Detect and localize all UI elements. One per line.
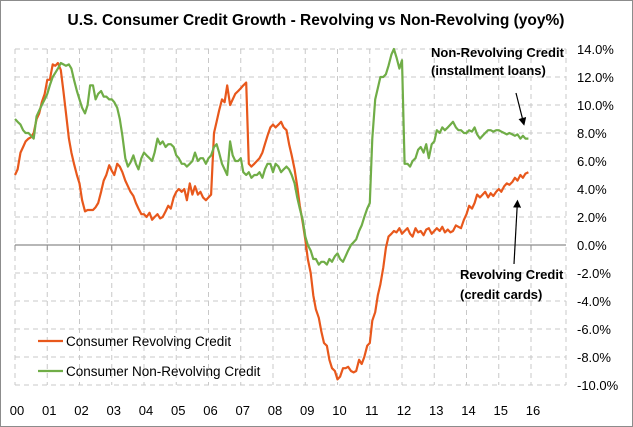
legend-label-non-revolving: Consumer Non-Revolving Credit [66,364,261,379]
x-tick-label: 13 [429,403,443,418]
x-tick-label: 11 [365,403,379,418]
y-tick-label: 2.0% [577,210,607,225]
annotation-non-revolving-line2: (installment loans) [431,63,546,78]
annotations: Non-Revolving Credit (installment loans)… [431,45,565,302]
x-tick-label: 07 [236,403,250,418]
annotation-arrow-non-revolving [515,92,527,126]
x-tick-label: 08 [268,403,282,418]
chart-title: U.S. Consumer Credit Growth - Revolving … [68,12,565,29]
y-tick-label: 4.0% [577,182,607,197]
y-tick-label: -4.0% [577,294,611,309]
y-tick-label: 8.0% [577,126,607,141]
x-tick-label: 05 [171,403,185,418]
y-tick-label: 0.0% [577,238,607,253]
x-tick-label: 02 [74,403,88,418]
x-tick-label: 10 [332,403,346,418]
y-tick-label: -2.0% [577,266,611,281]
series-line-non-revolving [14,47,529,266]
y-tick-label: -8.0% [577,350,611,365]
x-tick-label: 04 [139,403,153,418]
x-tick-label: 01 [42,403,56,418]
x-tick-label: 06 [203,403,217,418]
x-tick-label: 14 [461,403,475,418]
annotation-arrow-revolving [513,199,522,265]
x-tick-label: 09 [300,403,314,418]
annotation-non-revolving-line1: Non-Revolving Credit [431,45,565,60]
x-tick-label: 03 [107,403,121,418]
x-tick-label: 15 [494,403,508,418]
legend: Consumer Revolving Credit Consumer Non-R… [38,334,261,379]
axes: 14.0% 12.0% 10.0% 8.0% 6.0% 4.0% 2.0% 0.0% -2.0%… [10,42,619,418]
y-tick-label: 10.0% [577,98,614,113]
legend-label-revolving: Consumer Revolving Credit [66,334,231,349]
x-tick-label: 12 [397,403,411,418]
y-tick-label: 12.0% [577,70,614,85]
series-lines [14,47,529,381]
x-tick-label: 16 [526,403,540,418]
y-tick-label: -10.0% [577,378,619,393]
y-tick-label: 14.0% [577,42,614,57]
gridlines [14,48,567,386]
annotation-revolving-line2: (credit cards) [460,287,542,302]
y-tick-label: -6.0% [577,322,611,337]
y-tick-label: 6.0% [577,154,607,169]
x-tick-label: 00 [10,403,24,418]
series-line-revolving [14,61,529,381]
annotation-revolving-line1: Revolving Credit [460,267,564,282]
